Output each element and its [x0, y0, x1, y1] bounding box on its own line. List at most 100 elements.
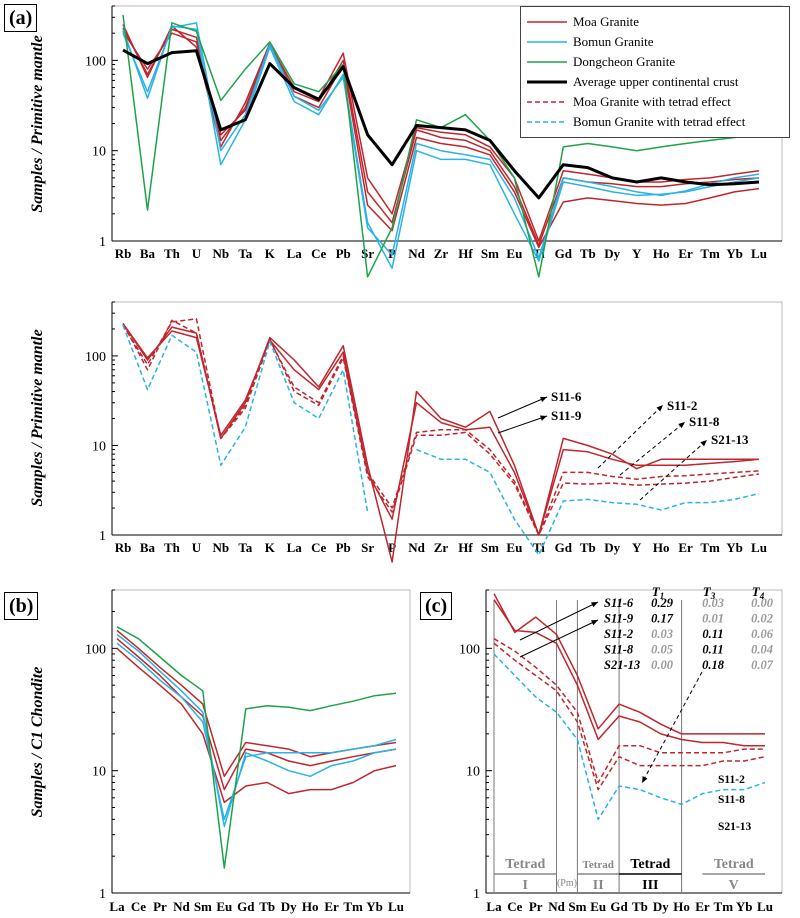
x-tick-label: Dy	[281, 899, 297, 914]
x-tick-label: Nb	[213, 540, 230, 555]
annotation-label: S11-8	[689, 414, 720, 429]
tetrad-title: Tetrad	[714, 857, 754, 872]
y-tick-label: 10	[92, 439, 106, 454]
x-tick-label: Eu	[506, 246, 522, 261]
legend-label: Moa Granite	[573, 14, 640, 29]
x-tick-label: Pr	[529, 899, 543, 914]
x-tick-label: Sr	[361, 540, 374, 555]
x-tick-label: Lu	[751, 540, 767, 555]
series-line	[122, 323, 760, 536]
x-tick-label: K	[265, 540, 276, 555]
tetrad-number: I	[523, 878, 528, 893]
x-tick-label: Dy	[604, 540, 620, 555]
x-tick-label: Tb	[259, 899, 275, 914]
series-line	[122, 27, 760, 242]
series-line	[122, 318, 760, 536]
annotation-arrow	[519, 619, 599, 658]
x-tick-label: Er	[695, 899, 710, 914]
x-tick-label: Y	[632, 246, 642, 261]
x-tick-label: Sm	[568, 899, 586, 914]
table-row-label: S21-13	[604, 658, 640, 672]
series-line	[116, 633, 397, 828]
annotation-arrow	[597, 404, 664, 469]
x-tick-label: Zr	[434, 540, 449, 555]
x-tick-label: Ho	[673, 899, 690, 914]
x-tick-label: Rb	[115, 540, 132, 555]
series-line	[122, 48, 760, 200]
x-tick-label: Yb	[726, 246, 743, 261]
panel-label-b: (b)	[4, 592, 39, 620]
table-header: T1	[652, 584, 664, 601]
x-tick-label: Sm	[481, 246, 499, 261]
plot-frame	[111, 589, 411, 894]
tetrad-title: Tetrad	[583, 859, 614, 871]
x-tick-label: Pr	[153, 899, 167, 914]
x-tick-label: Ce	[507, 899, 522, 914]
table-cell: 0.02	[751, 612, 773, 626]
table-cell: 0.17	[651, 612, 674, 626]
legend-item: Bomun Granite	[521, 33, 654, 51]
annotation-label: S11-2	[667, 398, 697, 413]
legend-label: Bomun Granite with tetrad effect	[573, 114, 746, 129]
x-tick-label: Lu	[388, 899, 404, 914]
x-tick-label: Ce	[311, 540, 326, 555]
x-tick-label: Dy	[604, 246, 620, 261]
annotation-arrow	[497, 415, 548, 434]
tetrad-number: III	[642, 878, 658, 893]
x-tick-label: Er	[678, 540, 693, 555]
arrow-head	[656, 405, 663, 412]
x-tick-label: K	[265, 246, 276, 261]
x-tick-label: Gd	[555, 540, 573, 555]
x-tick-label: Ba	[140, 540, 156, 555]
x-tick-label: Tm	[343, 899, 363, 914]
line-label: S11-2	[718, 774, 745, 786]
x-tick-label: Lu	[757, 899, 773, 914]
series-line	[493, 638, 765, 784]
x-tick-label: Eu	[590, 899, 606, 914]
series-line	[116, 642, 397, 821]
legend: Moa Granite Bomun Granite Dongcheon Gran…	[520, 6, 790, 138]
y-axis-label: Samples / Primitive mantle	[29, 329, 46, 506]
x-tick-label: Ta	[238, 540, 252, 555]
x-tick-label: Ho	[653, 246, 670, 261]
y-tick-label: 1	[99, 529, 106, 544]
series-line	[116, 638, 397, 791]
annotation-label: S11-9	[551, 408, 582, 423]
x-tick-label: U	[192, 540, 202, 555]
x-tick-label: Sr	[361, 246, 374, 261]
series-line	[116, 647, 397, 804]
x-tick-label: U	[192, 246, 202, 261]
x-tick-label: Nb	[213, 246, 230, 261]
legend-label: Average upper continental crust	[573, 74, 739, 89]
x-tick-label: Pb	[336, 540, 351, 555]
series-line	[493, 642, 766, 791]
y-tick-label: 100	[459, 642, 480, 657]
y-axis-label: Samples / Primitive mantle	[29, 35, 46, 212]
arrow-head	[591, 620, 598, 626]
x-tick-label: La	[486, 899, 502, 914]
line-label: S21-13	[718, 821, 751, 833]
legend-item: Average upper continental crust	[521, 73, 738, 91]
table-cell: 0.11	[702, 627, 723, 641]
x-tick-label: Nd	[408, 246, 425, 261]
series-line	[122, 24, 760, 249]
y-tick-label: 100	[85, 642, 106, 657]
y-tick-label: 1	[99, 887, 106, 902]
x-tick-label: Lu	[751, 246, 767, 261]
x-tick-label: La	[287, 540, 303, 555]
table-cell: 0.18	[702, 658, 725, 672]
x-tick-label: Ce	[131, 899, 146, 914]
x-tick-label: Tb	[632, 899, 648, 914]
x-tick-label: Gd	[610, 899, 628, 914]
y-tick-label: 1	[99, 235, 106, 250]
annotation-arrow	[619, 421, 686, 476]
table-cell: 0.00	[651, 658, 674, 672]
table-cell: 0.07	[751, 658, 774, 672]
series-line	[493, 599, 765, 747]
arrow-head	[678, 422, 685, 429]
x-tick-label: Nd	[408, 540, 425, 555]
plot-frame	[111, 301, 783, 536]
legend-label: Moa Granite with tetrad effect	[573, 94, 731, 109]
x-tick-label: Ho	[653, 540, 670, 555]
